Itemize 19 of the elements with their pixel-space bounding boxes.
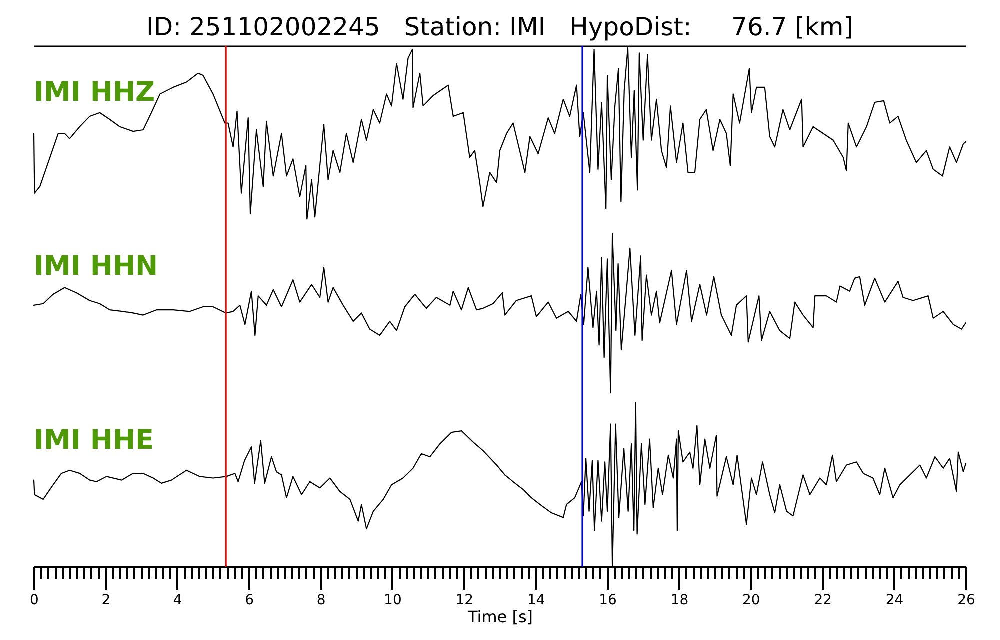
series-label: IMI HHN xyxy=(34,251,158,282)
x-tick-label: 16 xyxy=(599,592,618,608)
x-tick-label: 12 xyxy=(456,592,474,608)
x-tick-label: 14 xyxy=(527,592,546,608)
x-tick-label: 8 xyxy=(316,592,326,608)
x-tick-label: 0 xyxy=(30,592,39,608)
x-tick-label: 4 xyxy=(173,592,182,608)
x-tick-label: 26 xyxy=(958,592,976,608)
chart-title: ID: 251102002245 Station: IMI HypoDist: 76.7 [km] xyxy=(146,12,854,42)
x-tick-label: 24 xyxy=(886,592,904,608)
x-tick-label: 20 xyxy=(742,592,760,608)
x-tick-label: 10 xyxy=(384,592,402,608)
series-label: IMI HHE xyxy=(34,425,154,456)
x-tick-label: 6 xyxy=(245,592,254,608)
x-tick-label: 2 xyxy=(102,592,111,608)
x-axis-title: Time [s] xyxy=(466,608,534,626)
x-tick-label: 18 xyxy=(670,592,689,608)
x-tick-label: 22 xyxy=(814,592,832,608)
series-label: IMI HHZ xyxy=(34,77,156,108)
